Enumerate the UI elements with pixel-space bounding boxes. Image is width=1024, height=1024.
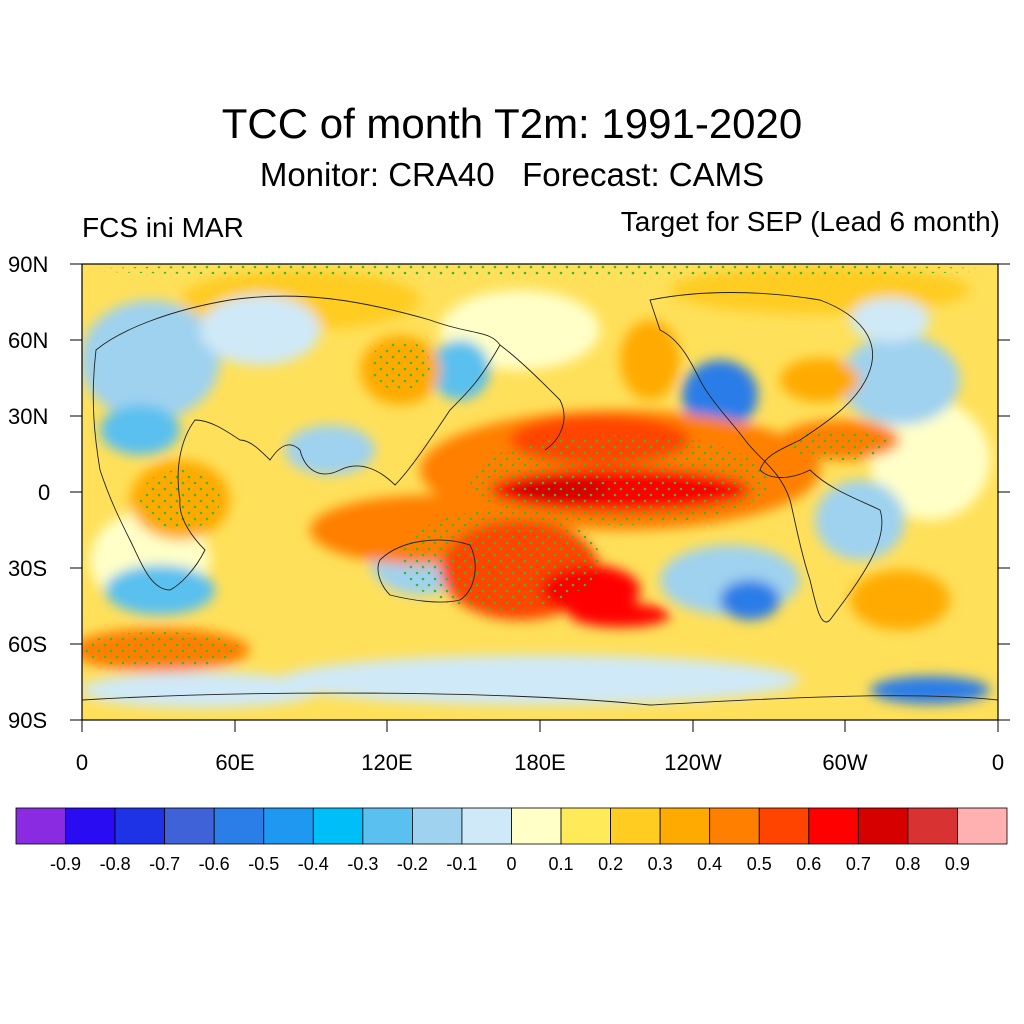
colorbar-label: 0.1 <box>548 854 574 874</box>
colorbar <box>15 807 1008 845</box>
lat-label-90s: 90S <box>8 708 48 733</box>
colorbar-label: 0.8 <box>895 854 921 874</box>
colorbar-label: 0.9 <box>944 854 970 874</box>
lon-label-120w: 120W <box>664 750 722 775</box>
colorbar-swatch <box>312 807 364 845</box>
colorbar-swatch <box>114 807 166 845</box>
lat-label-60n: 60N <box>8 328 49 353</box>
lat-label-90n: 90N <box>8 252 49 277</box>
map-subtitle: Monitor: CRA40 Forecast: CAMS <box>259 156 765 193</box>
lon-label-0-end: 0 <box>991 750 1005 775</box>
init-label: FCS ini MAR <box>82 212 244 243</box>
colorbar-swatch <box>709 807 760 845</box>
colorbar-swatch <box>511 807 562 845</box>
colorbar-swatch <box>857 807 909 845</box>
colorbar-swatch <box>213 807 265 845</box>
lon-label-180e: 180E <box>514 750 566 775</box>
colorbar-swatch <box>907 807 958 845</box>
colorbar-label: 0.5 <box>746 854 772 874</box>
colorbar-label: 0.4 <box>697 854 723 874</box>
colorbar-label: -0.3 <box>347 854 379 874</box>
colorbar-swatch <box>164 807 215 845</box>
map-title: TCC of month T2m: 1991-2020 <box>221 100 803 147</box>
lat-label-60s: 60S <box>8 632 48 657</box>
lat-label-30s: 30S <box>8 556 48 581</box>
colorbar-swatch <box>957 807 1008 845</box>
axis-ticks <box>70 263 1010 732</box>
colorbar-label: 0.6 <box>796 854 822 874</box>
colorbar-label: 0.7 <box>845 854 871 874</box>
colorbar-label: -0.2 <box>396 854 428 874</box>
colorbar-label: -0.1 <box>446 854 478 874</box>
coastlines <box>82 292 998 706</box>
lat-label-30n: 30N <box>8 404 49 429</box>
colorbar-swatch <box>758 807 810 845</box>
colorbar-swatch <box>362 807 413 845</box>
target-label: Target for SEP (Lead 6 month) <box>620 206 1000 237</box>
colorbar-swatch <box>263 807 314 845</box>
colorbar-label: 0.2 <box>598 854 624 874</box>
lon-label-60e: 60E <box>215 750 255 775</box>
colorbar-swatch <box>808 807 859 845</box>
colorbar-swatch <box>15 807 66 845</box>
colorbar-label: 0 <box>506 854 517 874</box>
colorbar-swatch <box>659 807 711 845</box>
lon-label-60w: 60W <box>822 750 868 775</box>
colorbar-swatch <box>65 807 116 845</box>
colorbar-label: -0.4 <box>297 854 329 874</box>
colorbar-swatch <box>560 807 611 845</box>
lat-label-eq: 0 <box>38 480 51 505</box>
colorbar-label: 0.3 <box>647 854 673 874</box>
lon-label-0: 0 <box>75 750 89 775</box>
significance-stipple <box>82 264 998 668</box>
lon-label-120e: 120E <box>361 750 413 775</box>
colorbar-label: -0.9 <box>50 854 82 874</box>
colorbar-label: -0.7 <box>149 854 181 874</box>
map-field <box>82 264 998 720</box>
colorbar-swatch <box>411 807 463 845</box>
colorbar-label: -0.8 <box>99 854 131 874</box>
colorbar-swatch <box>610 807 661 845</box>
colorbar-label: -0.5 <box>248 854 280 874</box>
colorbar-label: -0.6 <box>198 854 230 874</box>
colorbar-swatch <box>461 807 512 845</box>
